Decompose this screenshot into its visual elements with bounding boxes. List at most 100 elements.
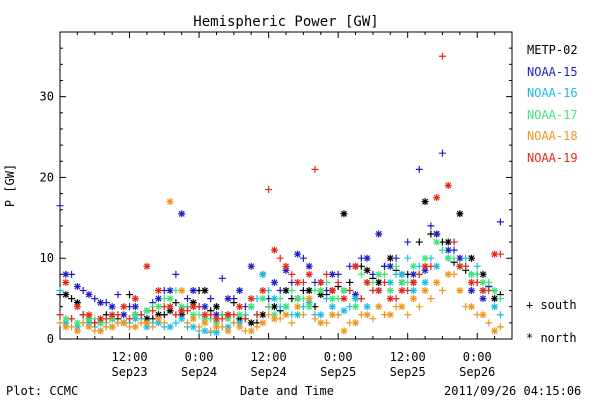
noaa-15-north-point (421, 266, 429, 274)
legend-item-noaa-16: NOAA-16 (527, 86, 578, 100)
noaa-18-north-point (363, 311, 371, 319)
noaa-17-north-point (409, 262, 417, 270)
noaa-17-south-point (357, 270, 365, 278)
noaa-17-south-point (496, 295, 504, 303)
noaa-15-south-point (415, 165, 423, 173)
noaa-18-south-point (485, 319, 493, 327)
noaa-19-north-point (270, 246, 278, 254)
noaa-16-north-point (212, 329, 220, 337)
metp-02-north-point (259, 311, 267, 319)
y-tick-label: 20 (40, 170, 54, 184)
metp-02-north-point (166, 307, 174, 315)
noaa-18-south-point (404, 311, 412, 319)
noaa-16-north-point (340, 307, 348, 315)
noaa-18-north-point (224, 327, 232, 335)
noaa-15-north-point (155, 295, 163, 303)
metp-02-north-point (143, 315, 151, 323)
noaa-19-north-point (352, 262, 360, 270)
noaa-18-south-point (195, 323, 203, 331)
noaa-19-north-point (120, 303, 128, 311)
noaa-18-north-point (62, 323, 70, 331)
x-tick-time: 0:00 (324, 350, 353, 364)
metp-02-north-point (247, 319, 255, 327)
noaa-17-north-point (340, 287, 348, 295)
noaa-15-north-point (444, 246, 452, 254)
noaa-16-north-point (305, 299, 313, 307)
noaa-17-north-point (479, 278, 487, 286)
metp-02-north-point (456, 210, 464, 218)
noaa-18-north-point (467, 303, 475, 311)
noaa-18-north-point (317, 319, 325, 327)
south-marker-key: + south (526, 298, 577, 312)
noaa-17-north-point (108, 315, 116, 323)
noaa-17-north-point (386, 287, 394, 295)
noaa-15-north-point (131, 303, 139, 311)
noaa-16-north-point (85, 319, 93, 327)
noaa-18-north-point (421, 287, 429, 295)
noaa-19-north-point (421, 262, 429, 270)
noaa-15-north-point (120, 311, 128, 319)
noaa-19-south-point (311, 165, 319, 173)
noaa-17-north-point (201, 315, 209, 323)
noaa-17-south-point (276, 295, 284, 303)
noaa-19-north-point (467, 278, 475, 286)
noaa-15-south-point (114, 291, 122, 299)
metp-02-north-point (305, 287, 313, 295)
noaa-16-north-point (433, 262, 441, 270)
noaa-19-north-point (85, 311, 93, 319)
x-tick-time: 12:00 (390, 350, 426, 364)
noaa-18-south-point (415, 303, 423, 311)
noaa-16-south-point (172, 319, 180, 327)
noaa-15-north-point (212, 311, 220, 319)
noaa-15-south-point (427, 222, 435, 230)
noaa-15-north-point (270, 278, 278, 286)
noaa-16-north-point (398, 270, 406, 278)
noaa-17-south-point (392, 262, 400, 270)
noaa-16-south-point (462, 254, 470, 262)
noaa-16-north-point (155, 319, 163, 327)
noaa-19-south-point (288, 270, 296, 278)
noaa-19-north-point (294, 278, 302, 286)
noaa-17-north-point (85, 315, 93, 323)
noaa-15-north-point (108, 303, 116, 311)
noaa-16-north-point (224, 323, 232, 331)
metp-02-north-point (282, 287, 290, 295)
metp-02-north-point (491, 295, 499, 303)
noaa-15-north-point (294, 250, 302, 258)
x-tick-date: Sep26 (459, 365, 495, 379)
noaa-19-north-point (247, 295, 255, 303)
metp-02-north-point (375, 278, 383, 286)
noaa-19-south-point (438, 52, 446, 60)
noaa-19-north-point (363, 278, 371, 286)
noaa-19-north-point (201, 311, 209, 319)
noaa-19-north-point (409, 278, 417, 286)
noaa-16-north-point (73, 323, 81, 331)
noaa-19-south-point (241, 315, 249, 323)
noaa-16-north-point (201, 327, 209, 335)
noaa-16-north-point (328, 303, 336, 311)
noaa-15-south-point (299, 254, 307, 262)
noaa-15-north-point (62, 270, 70, 278)
noaa-15-north-point (189, 287, 197, 295)
noaa-15-south-point (79, 287, 87, 295)
noaa-19-south-point (276, 254, 284, 262)
noaa-18-north-point (305, 295, 313, 303)
noaa-19-north-point (73, 303, 81, 311)
legend-item-noaa-19: NOAA-19 (527, 150, 578, 165)
noaa-17-north-point (317, 287, 325, 295)
noaa-18-north-point (73, 327, 81, 335)
metp-02-south-point (126, 291, 134, 299)
noaa-17-north-point (73, 319, 81, 327)
noaa-15-south-point (276, 287, 284, 295)
noaa-19-north-point (491, 250, 499, 258)
noaa-17-north-point (62, 315, 70, 323)
noaa-18-south-point (288, 319, 296, 327)
noaa-15-north-point (352, 291, 360, 299)
noaa-15-south-point (218, 274, 226, 282)
noaa-15-south-point (91, 295, 99, 303)
noaa-19-north-point (282, 262, 290, 270)
noaa-15-south-point (438, 149, 446, 157)
y-tick-label: 30 (40, 90, 54, 104)
noaa-18-south-point (253, 323, 261, 331)
noaa-19-north-point (224, 311, 232, 319)
